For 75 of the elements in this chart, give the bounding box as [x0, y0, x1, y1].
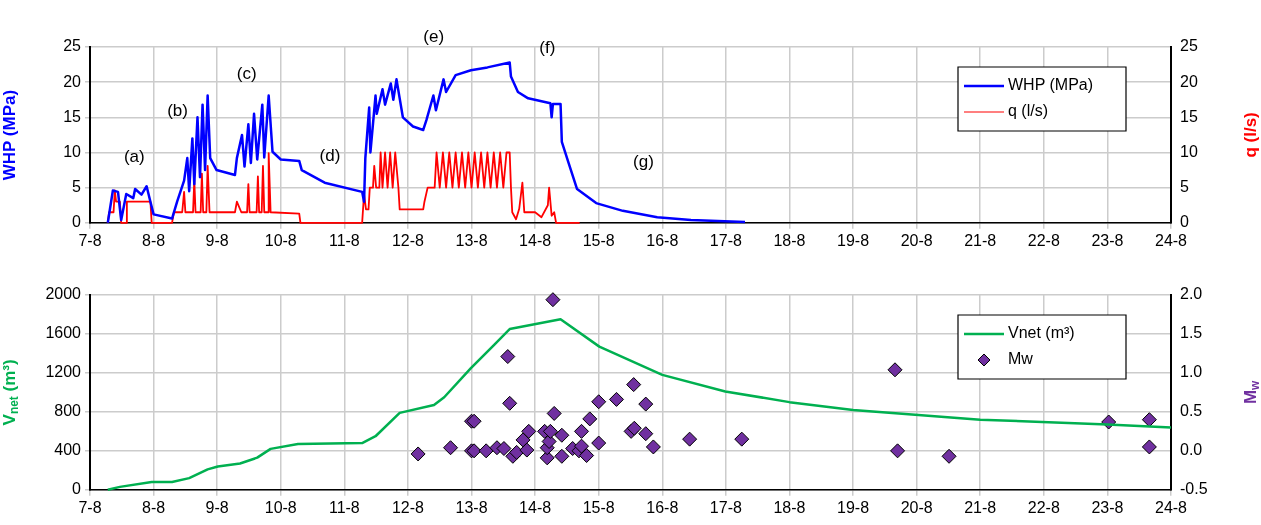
- legend-label: Vnet (m³): [1008, 324, 1075, 342]
- x-tick-label: 18-8: [773, 231, 806, 249]
- x-tick-label: 14-8: [519, 498, 552, 516]
- x-tick-label: 13-8: [455, 498, 488, 516]
- y2-tick-label: 2.0: [1180, 285, 1203, 303]
- x-tick-label: 9-8: [205, 498, 229, 516]
- y-tick-label: 1600: [45, 324, 82, 342]
- x-tick-label: 23-8: [1091, 498, 1124, 516]
- y2-tick-label: 5: [1180, 178, 1189, 196]
- x-tick-label: 19-8: [837, 498, 870, 516]
- annotation: (a): [123, 147, 145, 167]
- legend-label: Mw: [1008, 350, 1034, 368]
- x-tick-label: 16-8: [646, 231, 679, 249]
- x-tick-label: 12-8: [391, 231, 425, 249]
- y2-tick-label: 1.0: [1180, 363, 1203, 381]
- annotation: (b): [167, 101, 188, 121]
- y-tick-label: 400: [54, 441, 82, 459]
- x-tick-label: 7-8: [78, 498, 102, 516]
- x-tick-label: 17-8: [709, 498, 742, 516]
- x-tick-label: 9-8: [205, 231, 229, 249]
- x-tick-label: 22-8: [1027, 231, 1060, 249]
- y2-tick-label: 15: [1180, 107, 1198, 125]
- annotation: (c): [236, 64, 257, 84]
- x-tick-label: 11-8: [328, 498, 360, 516]
- y-axis-title: WHP (MPa): [0, 89, 19, 181]
- y-tick-label: 1200: [45, 363, 82, 381]
- y-tick-label: 5: [72, 178, 82, 196]
- y-tick-label: 2000: [45, 285, 82, 303]
- x-tick-label: 14-8: [519, 231, 552, 249]
- x-tick-label: 15-8: [582, 231, 615, 249]
- x-tick-label: 23-8: [1091, 231, 1124, 249]
- x-tick-label: 16-8: [646, 498, 679, 516]
- y-axis-title: Vnet (m³): [0, 359, 22, 426]
- y2-tick-label: 0.0: [1180, 441, 1203, 459]
- y2-tick-label: 10: [1180, 142, 1198, 160]
- y-tick-label: 20: [63, 72, 82, 90]
- y-tick-label: 15: [63, 107, 82, 125]
- annotation: (g): [633, 151, 654, 171]
- legend-label: WHP (MPa): [1008, 76, 1094, 94]
- y2-tick-label: 1.5: [1180, 324, 1203, 342]
- x-tick-label: 15-8: [582, 498, 615, 516]
- x-tick-label: 8-8: [142, 498, 166, 516]
- annotation: (d): [319, 146, 341, 166]
- x-tick-label: 20-8: [900, 231, 933, 249]
- y2-tick-label: 0: [1180, 213, 1189, 231]
- x-tick-label: 18-8: [773, 498, 806, 516]
- x-tick-label: 20-8: [900, 498, 933, 516]
- x-tick-label: 24-8: [1154, 498, 1188, 516]
- legend-label: q (l/s): [1008, 102, 1048, 120]
- y-tick-label: 10: [63, 142, 82, 160]
- y2-tick-label: 25: [1180, 37, 1198, 55]
- annotation: (f): [539, 37, 556, 57]
- x-tick-label: 11-8: [328, 231, 360, 249]
- x-tick-label: 24-8: [1154, 231, 1188, 249]
- x-tick-label: 10-8: [264, 231, 297, 249]
- x-tick-label: 21-8: [964, 231, 997, 249]
- x-tick-label: 22-8: [1027, 498, 1060, 516]
- x-tick-label: 21-8: [964, 498, 997, 516]
- x-tick-label: 17-8: [709, 231, 742, 249]
- y2-tick-label: 0.5: [1180, 402, 1203, 420]
- x-tick-label: 13-8: [455, 231, 488, 249]
- y2-axis-title: q (l/s): [1240, 112, 1260, 158]
- y-tick-label: 25: [63, 37, 82, 55]
- y2-tick-label: 20: [1180, 72, 1198, 90]
- x-tick-label: 8-8: [142, 231, 166, 249]
- y-tick-label: 800: [54, 402, 82, 420]
- text: (e): [423, 27, 445, 47]
- x-tick-label: 10-8: [264, 498, 297, 516]
- y-tick-label: 0: [72, 480, 82, 498]
- x-tick-label: 12-8: [391, 498, 425, 516]
- x-tick-label: 19-8: [837, 231, 870, 249]
- y2-tick-label: -0.5: [1180, 480, 1208, 498]
- x-tick-label: 7-8: [78, 231, 102, 249]
- y-tick-label: 0: [72, 213, 82, 231]
- y2-axis-title: Mw: [1240, 379, 1261, 405]
